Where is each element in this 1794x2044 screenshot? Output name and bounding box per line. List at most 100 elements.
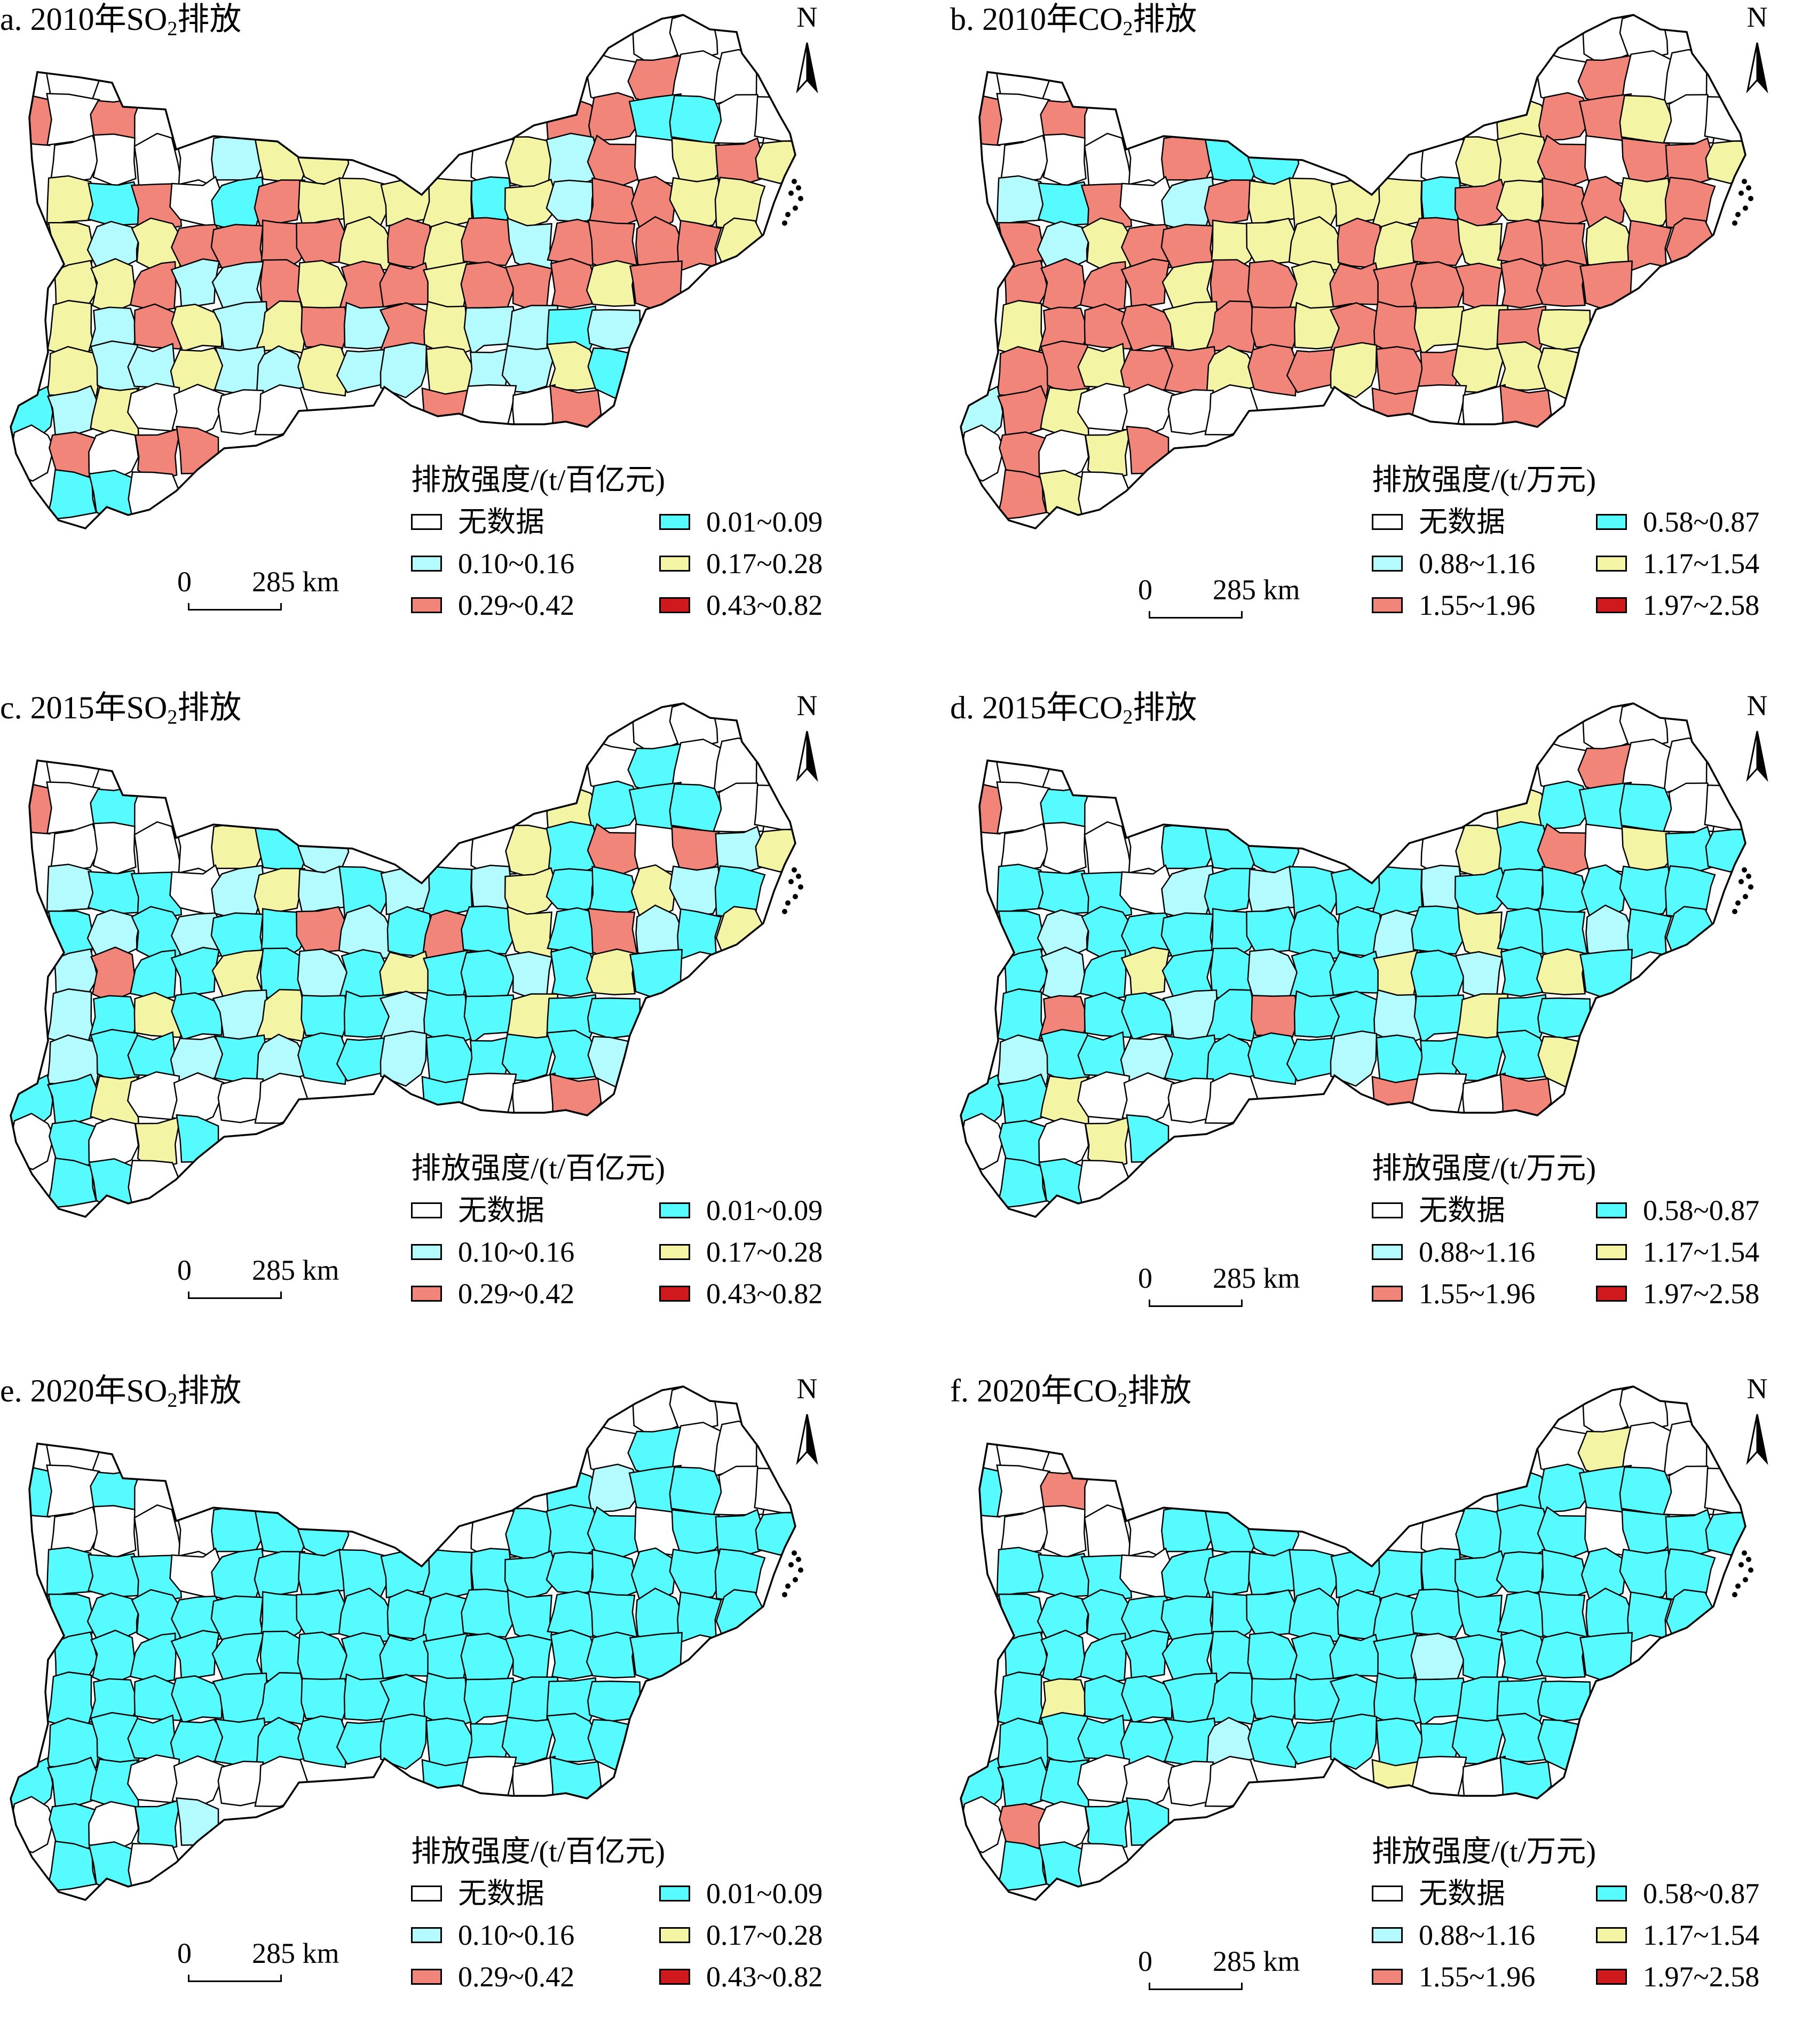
map-region (677, 1591, 722, 1644)
map-region (1121, 1675, 1173, 1724)
map-region (461, 384, 517, 441)
legend-item: 无数据 (411, 1193, 544, 1227)
map-region (501, 345, 558, 393)
map-region (1204, 1756, 1260, 1807)
scale-distance-label: 285 km (1213, 1262, 1300, 1294)
island-mark (798, 1567, 803, 1573)
scale-distance-label: 285 km (1213, 574, 1300, 606)
scale-bar: 0 285 km (177, 1937, 369, 2001)
legend-item: 0.01~0.09 (659, 1876, 823, 1911)
legend-item: 0.58~0.87 (1596, 505, 1759, 539)
island-mark (1743, 205, 1748, 211)
legend-item: 0.29~0.42 (411, 1277, 574, 1311)
legend-title: 排放强度/(t/百亿元) (411, 1835, 665, 1868)
panel-title: a. 2010年SO2排放 (0, 2, 242, 40)
map-region (211, 823, 263, 869)
legend-label: 0.29~0.42 (458, 1961, 575, 1993)
legend-label: 0.10~0.16 (458, 548, 575, 580)
map-region (90, 258, 136, 314)
map-region (1500, 1629, 1547, 1680)
island-mark (1735, 900, 1741, 906)
map-region (425, 1717, 475, 1769)
scale-bar: 0 285 km (177, 566, 369, 630)
legend-item: 无数据 (411, 505, 544, 539)
island-mark (788, 191, 794, 196)
map-region (297, 1508, 350, 1557)
map-region (549, 384, 602, 434)
legend-item: 0.88~1.16 (1372, 1918, 1535, 1952)
map-region (1499, 384, 1552, 434)
map-region (421, 1548, 473, 1599)
map-region (1120, 258, 1170, 313)
legend-item: 1.97~2.58 (1596, 588, 1759, 622)
map-region (1411, 1755, 1467, 1813)
map-region (586, 948, 637, 996)
map-region (1040, 1712, 1090, 1766)
legend-swatch (411, 1244, 442, 1260)
map-region (254, 179, 306, 231)
map-region (1080, 1555, 1133, 1603)
legend-label: 无数据 (458, 1194, 544, 1226)
map-region (171, 304, 223, 352)
map-region (297, 344, 348, 397)
map-region (550, 1629, 597, 1680)
legend-swatch (1596, 597, 1627, 613)
map-region (629, 1631, 683, 1682)
map-region (1078, 1160, 1133, 1211)
map-region (1079, 949, 1127, 1000)
map-region (1085, 1115, 1132, 1170)
map-region (133, 1675, 186, 1722)
map-region (1627, 219, 1672, 273)
island-mark (1732, 909, 1737, 914)
map-region (92, 133, 137, 187)
legend-item: 1.17~1.54 (1596, 546, 1759, 581)
map-region (133, 303, 186, 350)
map-region (1462, 384, 1506, 440)
map-region (501, 1033, 558, 1082)
map-region (1079, 1633, 1127, 1683)
map-region (504, 263, 553, 312)
map-region (1579, 1631, 1633, 1682)
map-region (461, 905, 519, 955)
scale-bar: 0 285 km (1138, 1262, 1330, 1326)
legend-swatch (1372, 597, 1403, 613)
legend-label: 0.88~1.16 (1419, 1236, 1536, 1268)
map-panel-b: b. 2010年CO2排放 N 排放强度/(t/万元) 无数据 0.58~0.87 0.8… (950, 0, 1794, 672)
map-region (669, 1548, 723, 1599)
legend-swatch (1372, 1885, 1403, 1902)
map-region (1454, 1550, 1510, 1599)
map-region (1580, 176, 1626, 232)
map-region (135, 1799, 181, 1853)
map-region (1247, 1715, 1298, 1769)
legend-label: 0.10~0.16 (458, 1236, 575, 1268)
legend-swatch (1596, 514, 1627, 530)
legend-label: 无数据 (1419, 1877, 1505, 1910)
map-region (997, 1034, 1052, 1085)
map-panel-f: f. 2020年CO2排放 N 排放强度/(t/万元) 无数据 0.58~0.87 0.8… (950, 1372, 1794, 2044)
legend-item: 0.43~0.82 (659, 1960, 823, 1994)
map-region (135, 1115, 181, 1170)
map-region (129, 261, 177, 312)
legend-item: 0.43~0.82 (659, 588, 823, 622)
scale-zero-label: 0 (177, 1254, 192, 1286)
map-region (588, 780, 643, 830)
map-region (421, 177, 473, 228)
map-panel-c: c. 2015年SO2排放 N 排放强度/(t/百亿元) 无数据 0.01~0.09 0.… (0, 688, 897, 1361)
map-region (88, 1801, 139, 1853)
map-region (1204, 384, 1260, 435)
map-region (1040, 340, 1090, 394)
scale-distance-label: 285 km (252, 1254, 339, 1286)
map-region (1084, 1675, 1136, 1722)
island-mark (792, 867, 797, 873)
map-region (1538, 92, 1593, 141)
legend-swatch (659, 556, 690, 572)
map-region (1078, 1843, 1133, 1894)
map-region (1411, 1072, 1467, 1130)
map-region (297, 136, 350, 186)
map-region (128, 1160, 183, 1211)
map-region (1040, 1028, 1090, 1083)
map-region (504, 1634, 553, 1684)
legend-item: 0.17~0.28 (659, 546, 823, 581)
legend-label: 1.55~1.96 (1419, 1961, 1536, 1993)
map-region (1038, 1801, 1089, 1853)
